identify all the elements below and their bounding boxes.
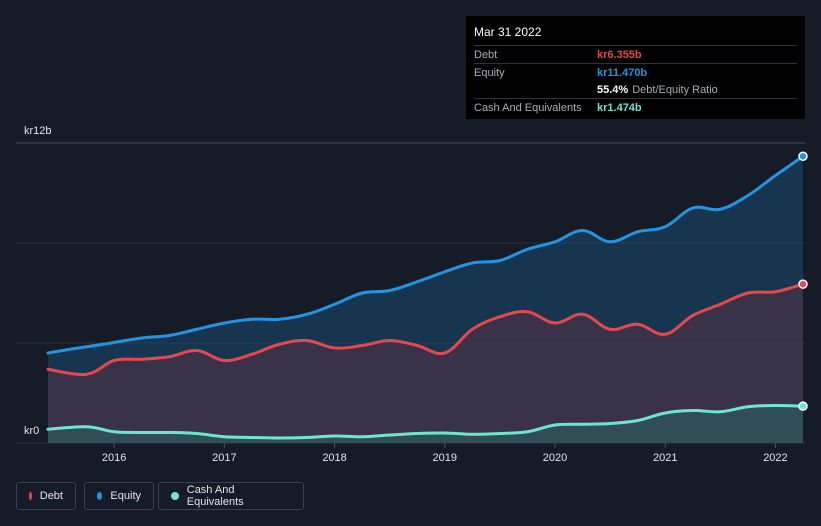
debt-area — [48, 284, 803, 443]
legend-equity-dot-icon — [97, 492, 103, 500]
tooltip-equity-row: Equity kr11.470b — [474, 63, 797, 81]
x-tick-label: 2018 — [322, 452, 346, 464]
x-tick-label: 2017 — [212, 452, 236, 464]
debt-line — [46, 282, 805, 377]
legend-equity-label: Equity — [110, 490, 141, 502]
tooltip-ratio-row: 55.4% Debt/Equity Ratio — [474, 81, 797, 98]
cash-and-equivalents-endpoint — [798, 401, 808, 411]
tooltip-ratio-value: 55.4% — [597, 83, 629, 96]
equity-endpoint — [798, 151, 808, 161]
tooltip-ratio-label: Debt/Equity Ratio — [632, 83, 718, 96]
tooltip-date: Mar 31 2022 — [474, 25, 542, 39]
cash-and-equivalents-area — [48, 405, 803, 443]
tooltip-debt-value: kr6.355b — [597, 48, 642, 61]
x-tick-label: 2021 — [653, 452, 677, 464]
tooltip-debt-label: Debt — [474, 48, 498, 61]
tooltip-equity-value: kr11.470b — [597, 66, 648, 79]
x-tick-label: 2016 — [102, 452, 126, 464]
x-tick-label: 2022 — [763, 452, 787, 464]
data-tooltip: Mar 31 2022 Debt kr6.355b Equity kr11.47… — [466, 16, 805, 119]
tooltip-cash-label: Cash And Equivalents — [474, 101, 582, 114]
x-tick-label: 2019 — [433, 452, 457, 464]
legend-debt-dot-icon — [29, 492, 32, 500]
tooltip-cash-value: kr1.474b — [597, 101, 642, 114]
legend-cash-label: Cash And Equivalents — [186, 484, 244, 508]
tooltip-cash-row: Cash And Equivalents kr1.474b — [474, 98, 797, 116]
tooltip-debt-row: Debt kr6.355b — [474, 45, 797, 63]
legend-debt[interactable]: Debt — [16, 482, 76, 510]
legend-cash[interactable]: Cash And Equivalents — [158, 482, 304, 510]
cash-and-equivalents-line — [46, 403, 805, 440]
legend-cash-dot-icon — [171, 492, 179, 500]
y-axis-max-label: kr12b — [24, 125, 52, 137]
legend-equity[interactable]: Equity — [84, 482, 154, 510]
debt-endpoint — [798, 279, 808, 289]
x-tick-label: 2020 — [543, 452, 567, 464]
equity-line — [46, 154, 805, 355]
y-axis-min-label: kr0 — [24, 425, 40, 437]
legend-debt-label: Debt — [39, 490, 63, 502]
tooltip-equity-label: Equity — [474, 66, 505, 79]
